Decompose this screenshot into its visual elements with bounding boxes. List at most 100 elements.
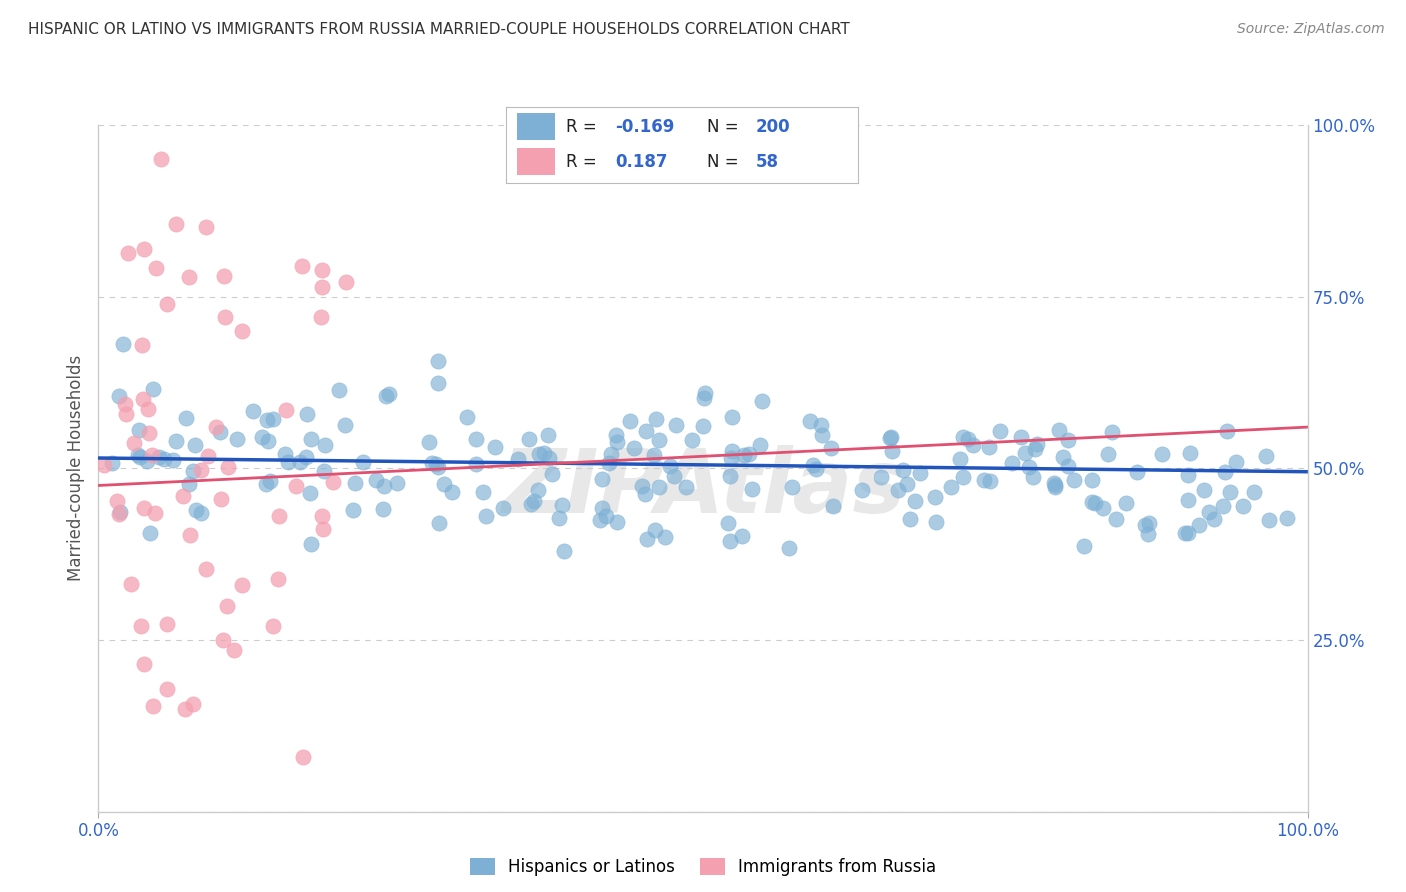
Point bbox=[630, 479, 652, 493]
Point bbox=[1043, 476, 1066, 491]
Point bbox=[262, 619, 284, 633]
Point bbox=[333, 417, 356, 432]
Point bbox=[1084, 495, 1107, 509]
Point bbox=[924, 490, 946, 504]
Bar bbox=[517, 148, 555, 175]
Point bbox=[721, 444, 744, 458]
Point bbox=[257, 434, 280, 449]
Point bbox=[108, 389, 131, 403]
Point bbox=[148, 450, 170, 464]
Point bbox=[184, 503, 207, 517]
Point bbox=[1215, 424, 1237, 438]
Point bbox=[654, 530, 676, 544]
Point bbox=[162, 453, 184, 467]
Point bbox=[208, 425, 231, 439]
Point bbox=[820, 441, 842, 455]
Point bbox=[1188, 518, 1211, 533]
Point bbox=[1232, 500, 1254, 514]
Point bbox=[553, 544, 575, 558]
Point bbox=[717, 516, 740, 531]
Point bbox=[692, 419, 714, 434]
Point bbox=[156, 297, 179, 311]
Point bbox=[190, 463, 212, 477]
Point bbox=[547, 510, 569, 524]
Point bbox=[312, 522, 335, 536]
Point bbox=[108, 508, 131, 522]
Point bbox=[136, 402, 159, 417]
Point bbox=[120, 576, 142, 591]
Point bbox=[523, 494, 546, 508]
Point bbox=[335, 275, 357, 289]
Point bbox=[1097, 447, 1119, 461]
Point bbox=[1043, 478, 1066, 492]
Point bbox=[645, 411, 668, 425]
Point bbox=[623, 441, 645, 455]
Point bbox=[231, 324, 253, 338]
Point bbox=[962, 438, 984, 452]
Point bbox=[1254, 449, 1277, 463]
Point bbox=[1213, 465, 1236, 479]
Point bbox=[1056, 459, 1078, 474]
Point bbox=[517, 432, 540, 446]
Point bbox=[131, 392, 153, 407]
Point bbox=[665, 417, 688, 432]
Point bbox=[718, 533, 741, 548]
Point bbox=[217, 459, 239, 474]
Point bbox=[1021, 470, 1043, 484]
Point bbox=[299, 432, 322, 446]
Point bbox=[262, 412, 284, 426]
Point bbox=[212, 268, 235, 283]
Point bbox=[425, 457, 447, 471]
Point bbox=[259, 474, 281, 488]
Point bbox=[373, 502, 395, 516]
Point bbox=[977, 440, 1000, 454]
Point bbox=[465, 457, 488, 471]
Point bbox=[659, 459, 682, 474]
Point bbox=[780, 480, 803, 494]
Point bbox=[1133, 517, 1156, 532]
Point bbox=[328, 384, 350, 398]
Point bbox=[426, 354, 449, 368]
Point bbox=[1137, 527, 1160, 541]
Point bbox=[128, 423, 150, 437]
Point bbox=[1047, 423, 1070, 437]
Point bbox=[1026, 437, 1049, 451]
Point bbox=[378, 386, 401, 401]
Point bbox=[537, 427, 560, 442]
Point bbox=[375, 389, 398, 403]
Point bbox=[93, 458, 115, 472]
Point bbox=[145, 260, 167, 275]
Point bbox=[226, 432, 249, 446]
Point bbox=[242, 404, 264, 418]
Point bbox=[1081, 473, 1104, 487]
Point bbox=[342, 503, 364, 517]
Point bbox=[254, 476, 277, 491]
Point bbox=[427, 460, 450, 475]
Point bbox=[267, 572, 290, 586]
Point bbox=[600, 447, 623, 461]
Point bbox=[127, 448, 149, 462]
Point bbox=[1202, 511, 1225, 525]
Point bbox=[184, 438, 207, 452]
Point bbox=[939, 480, 962, 494]
Point bbox=[1105, 512, 1128, 526]
Point bbox=[134, 657, 156, 671]
Point bbox=[256, 413, 278, 427]
Point bbox=[285, 478, 308, 492]
Point bbox=[422, 456, 444, 470]
Point bbox=[114, 397, 136, 411]
Text: N =: N = bbox=[707, 153, 744, 170]
Point bbox=[1177, 493, 1199, 508]
Point bbox=[139, 525, 162, 540]
Point bbox=[643, 449, 665, 463]
Point bbox=[1052, 450, 1074, 464]
Point bbox=[156, 681, 179, 696]
Point bbox=[427, 516, 450, 530]
Point bbox=[475, 509, 498, 524]
Point bbox=[197, 449, 219, 463]
Point bbox=[135, 454, 157, 468]
Point bbox=[1092, 501, 1115, 516]
Point bbox=[311, 509, 333, 524]
Point bbox=[181, 464, 204, 478]
Point bbox=[1043, 480, 1066, 494]
